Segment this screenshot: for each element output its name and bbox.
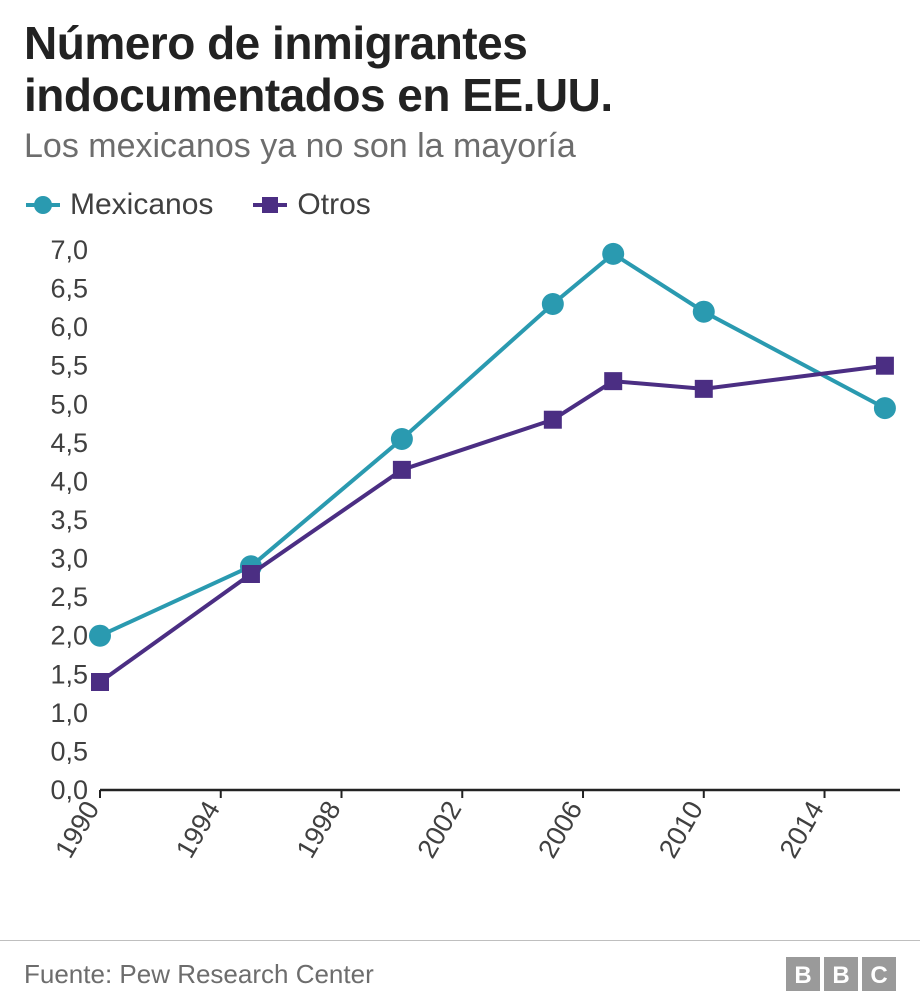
legend-swatch-mexicanos (26, 193, 60, 217)
source-label: Fuente: Pew Research Center (24, 959, 374, 990)
svg-text:4,5: 4,5 (50, 428, 88, 458)
svg-text:C: C (870, 962, 887, 989)
svg-text:2010: 2010 (653, 796, 709, 863)
svg-text:B: B (832, 962, 849, 989)
legend-label-mexicanos: Mexicanos (70, 188, 213, 222)
svg-text:1,5: 1,5 (50, 659, 88, 689)
svg-text:1990: 1990 (49, 796, 105, 863)
svg-text:5,0: 5,0 (50, 389, 88, 419)
svg-text:2,5: 2,5 (50, 582, 88, 612)
chart-subtitle: Los mexicanos ya no son la mayoría (24, 127, 896, 166)
chart-area: 0,00,51,01,52,02,53,03,54,04,55,05,56,06… (24, 240, 896, 900)
legend: Mexicanos Otros (26, 188, 896, 222)
chart-title: Número de inmigrantes indocumentados en … (24, 18, 896, 121)
line-chart: 0,00,51,01,52,02,53,03,54,04,55,05,56,06… (24, 240, 904, 900)
svg-text:4,0: 4,0 (50, 466, 88, 496)
legend-item-otros: Otros (253, 188, 370, 222)
svg-text:5,5: 5,5 (50, 351, 88, 381)
svg-text:6,0: 6,0 (50, 312, 88, 342)
svg-text:B: B (794, 962, 811, 989)
svg-text:6,5: 6,5 (50, 274, 88, 304)
svg-text:0,5: 0,5 (50, 736, 88, 766)
svg-text:7,0: 7,0 (50, 240, 88, 265)
footer: Fuente: Pew Research Center BBC (0, 940, 920, 991)
svg-text:1994: 1994 (170, 796, 226, 863)
svg-text:2006: 2006 (532, 796, 588, 863)
svg-text:3,5: 3,5 (50, 505, 88, 535)
svg-text:3,0: 3,0 (50, 544, 88, 574)
svg-text:2002: 2002 (411, 796, 467, 863)
svg-text:1998: 1998 (291, 796, 347, 863)
legend-swatch-otros (253, 193, 287, 217)
svg-text:1,0: 1,0 (50, 698, 88, 728)
svg-text:2,0: 2,0 (50, 621, 88, 651)
svg-text:2014: 2014 (774, 796, 830, 863)
legend-item-mexicanos: Mexicanos (26, 188, 213, 222)
bbc-logo: BBC (786, 957, 896, 991)
legend-label-otros: Otros (297, 188, 370, 222)
